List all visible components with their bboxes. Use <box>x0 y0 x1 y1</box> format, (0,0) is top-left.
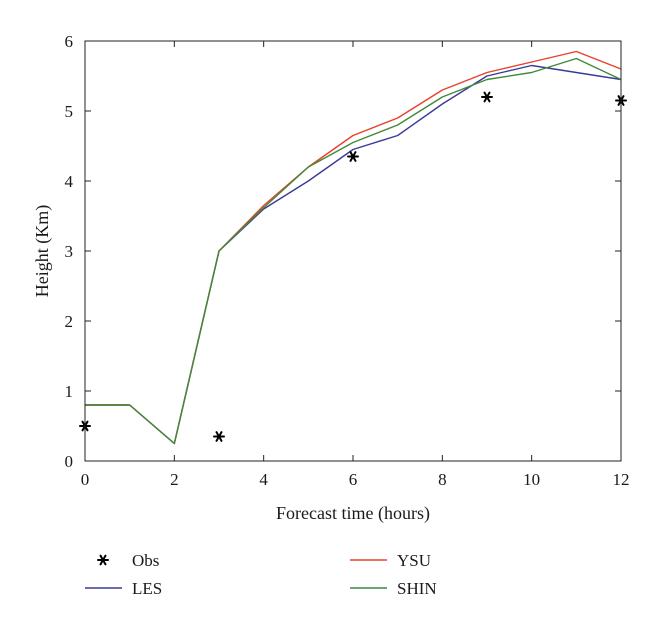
star-stroke <box>349 151 357 162</box>
y-tick-label: 4 <box>65 172 74 191</box>
x-tick-label: 8 <box>438 470 447 489</box>
series-line-shin <box>85 57 622 445</box>
legend-item-obs: Obs <box>97 551 159 570</box>
y-tick-label: 2 <box>65 312 74 331</box>
legend-item-shin: SHIN <box>350 579 437 598</box>
legend-label: YSU <box>397 551 431 570</box>
x-axis-ticks: 0 2 4 6 8 10 12 <box>81 41 630 489</box>
x-tick-label: 4 <box>259 470 268 489</box>
plot-lines <box>85 50 622 445</box>
series-line-ysu <box>85 50 622 445</box>
y-tick-label: 1 <box>65 382 74 401</box>
y-tick-label: 3 <box>65 242 74 261</box>
y-axis-ticks: 0 1 2 3 4 5 6 <box>65 32 621 471</box>
legend-label: SHIN <box>397 579 437 598</box>
y-tick-label: 0 <box>65 452 74 471</box>
obs-point <box>481 91 493 103</box>
plot-markers <box>79 91 627 442</box>
legend-item-les: LES <box>85 579 162 598</box>
x-tick-label: 2 <box>170 470 179 489</box>
star-stroke <box>483 91 491 103</box>
legend-item-ysu: YSU <box>350 551 431 570</box>
obs-point <box>213 431 225 442</box>
series-line-les <box>85 64 622 445</box>
y-tick-label: 5 <box>65 102 74 121</box>
legend: Obs LES YSU SHIN <box>85 551 437 598</box>
x-tick-label: 10 <box>523 470 540 489</box>
star-stroke <box>99 554 107 566</box>
x-tick-label: 6 <box>349 470 358 489</box>
obs-point <box>347 151 359 162</box>
y-axis-label: Height (Km) <box>32 205 53 297</box>
x-tick-label: 0 <box>81 470 90 489</box>
star-stroke <box>215 431 223 442</box>
y-tick-label: 6 <box>65 32 74 51</box>
x-tick-label: 12 <box>613 470 630 489</box>
legend-label: LES <box>132 579 162 598</box>
x-axis-label: Forecast time (hours) <box>276 503 430 524</box>
legend-swatch <box>97 554 109 566</box>
legend-label: Obs <box>132 551 159 570</box>
plot-frame <box>84 40 622 462</box>
